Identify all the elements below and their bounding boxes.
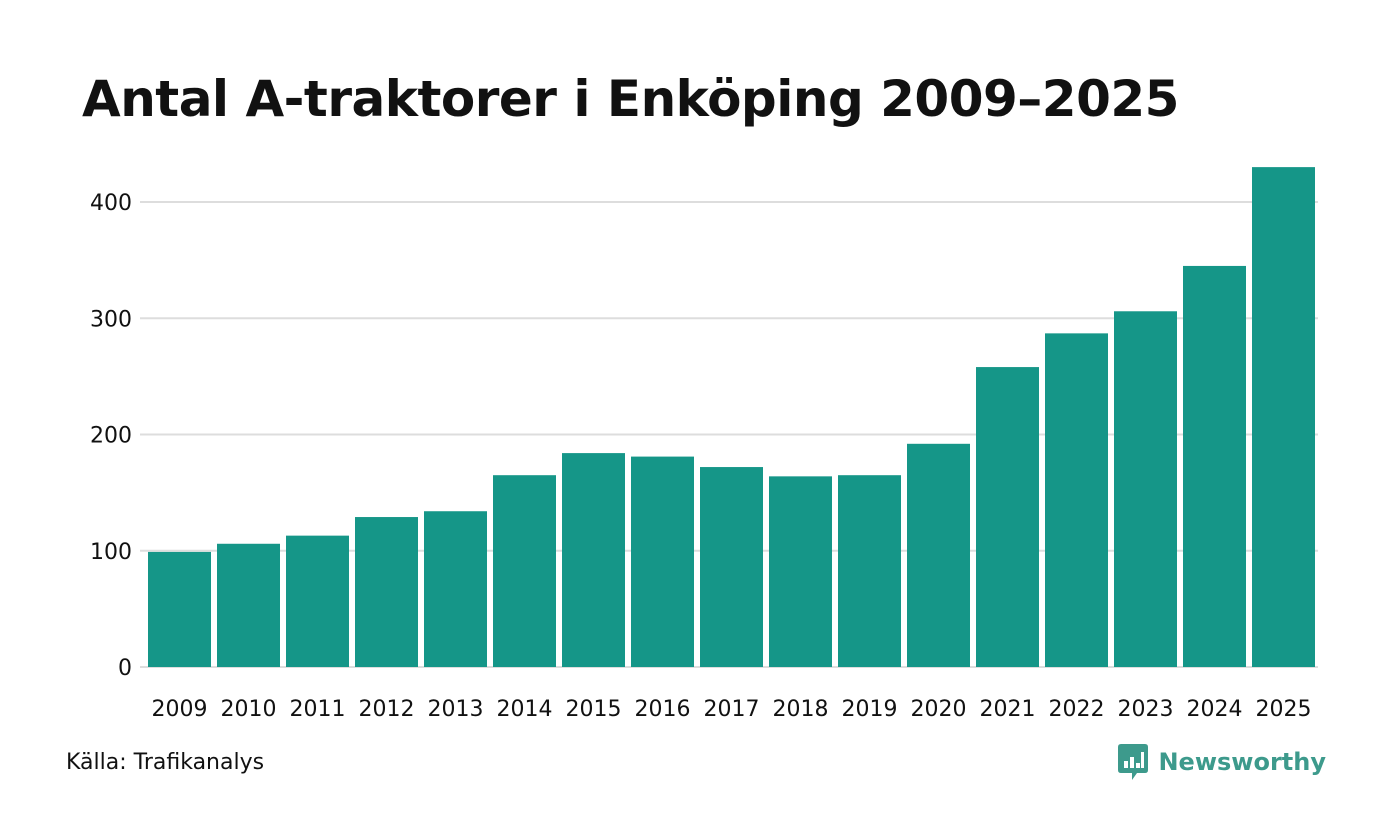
y-tick-label: 400 [90, 191, 132, 216]
source-note: Källa: Trafikanalys [66, 750, 265, 775]
x-tick-label: 2022 [1049, 697, 1105, 722]
bar-2014 [493, 475, 556, 667]
y-axis-ticks: 0 100 200 300 400 [90, 191, 132, 681]
bar-2025 [1252, 167, 1315, 667]
bar-2023 [1114, 311, 1177, 667]
bar-2016 [631, 456, 694, 667]
bar-2011 [286, 535, 349, 667]
x-tick-label: 2020 [911, 697, 967, 722]
bar-2019 [838, 475, 901, 667]
chart-title: Antal A-traktorer i Enköping 2009–2025 [82, 70, 1179, 128]
bar-2015 [562, 453, 625, 667]
y-tick-label: 200 [90, 424, 132, 449]
x-tick-label: 2015 [566, 697, 622, 722]
brand-logo: Newsworthy [1118, 744, 1326, 780]
y-tick-label: 0 [118, 656, 132, 681]
x-tick-label: 2025 [1256, 697, 1312, 722]
x-tick-label: 2009 [152, 697, 208, 722]
x-tick-label: 2019 [842, 697, 898, 722]
x-tick-label: 2023 [1118, 697, 1174, 722]
bar-2024 [1183, 265, 1246, 667]
x-tick-label: 2011 [290, 697, 346, 722]
bar-2022 [1045, 333, 1108, 667]
brand-name: Newsworthy [1158, 748, 1326, 776]
x-tick-label: 2010 [221, 697, 277, 722]
x-tick-label: 2024 [1187, 697, 1243, 722]
y-tick-label: 100 [90, 540, 132, 565]
bar-2020 [907, 443, 970, 667]
x-tick-label: 2016 [635, 697, 691, 722]
y-tick-label: 300 [90, 307, 132, 332]
bar-2018 [769, 476, 832, 667]
bar-2012 [355, 517, 418, 667]
bar-2021 [976, 367, 1039, 667]
bar-2010 [217, 543, 280, 667]
x-tick-label: 2018 [773, 697, 829, 722]
x-axis-ticks: 2009 2010 2011 2012 2013 2014 2015 2016 2017 2018… [152, 697, 1312, 722]
x-tick-label: 2017 [704, 697, 760, 722]
bars [148, 167, 1315, 667]
newsworthy-logo-icon [1118, 744, 1149, 780]
bar-2013 [424, 511, 487, 667]
x-tick-label: 2013 [428, 697, 484, 722]
bar-2009 [148, 551, 211, 667]
x-tick-label: 2021 [980, 697, 1036, 722]
bar-2017 [700, 467, 763, 667]
x-tick-label: 2014 [497, 697, 553, 722]
x-tick-label: 2012 [359, 697, 415, 722]
